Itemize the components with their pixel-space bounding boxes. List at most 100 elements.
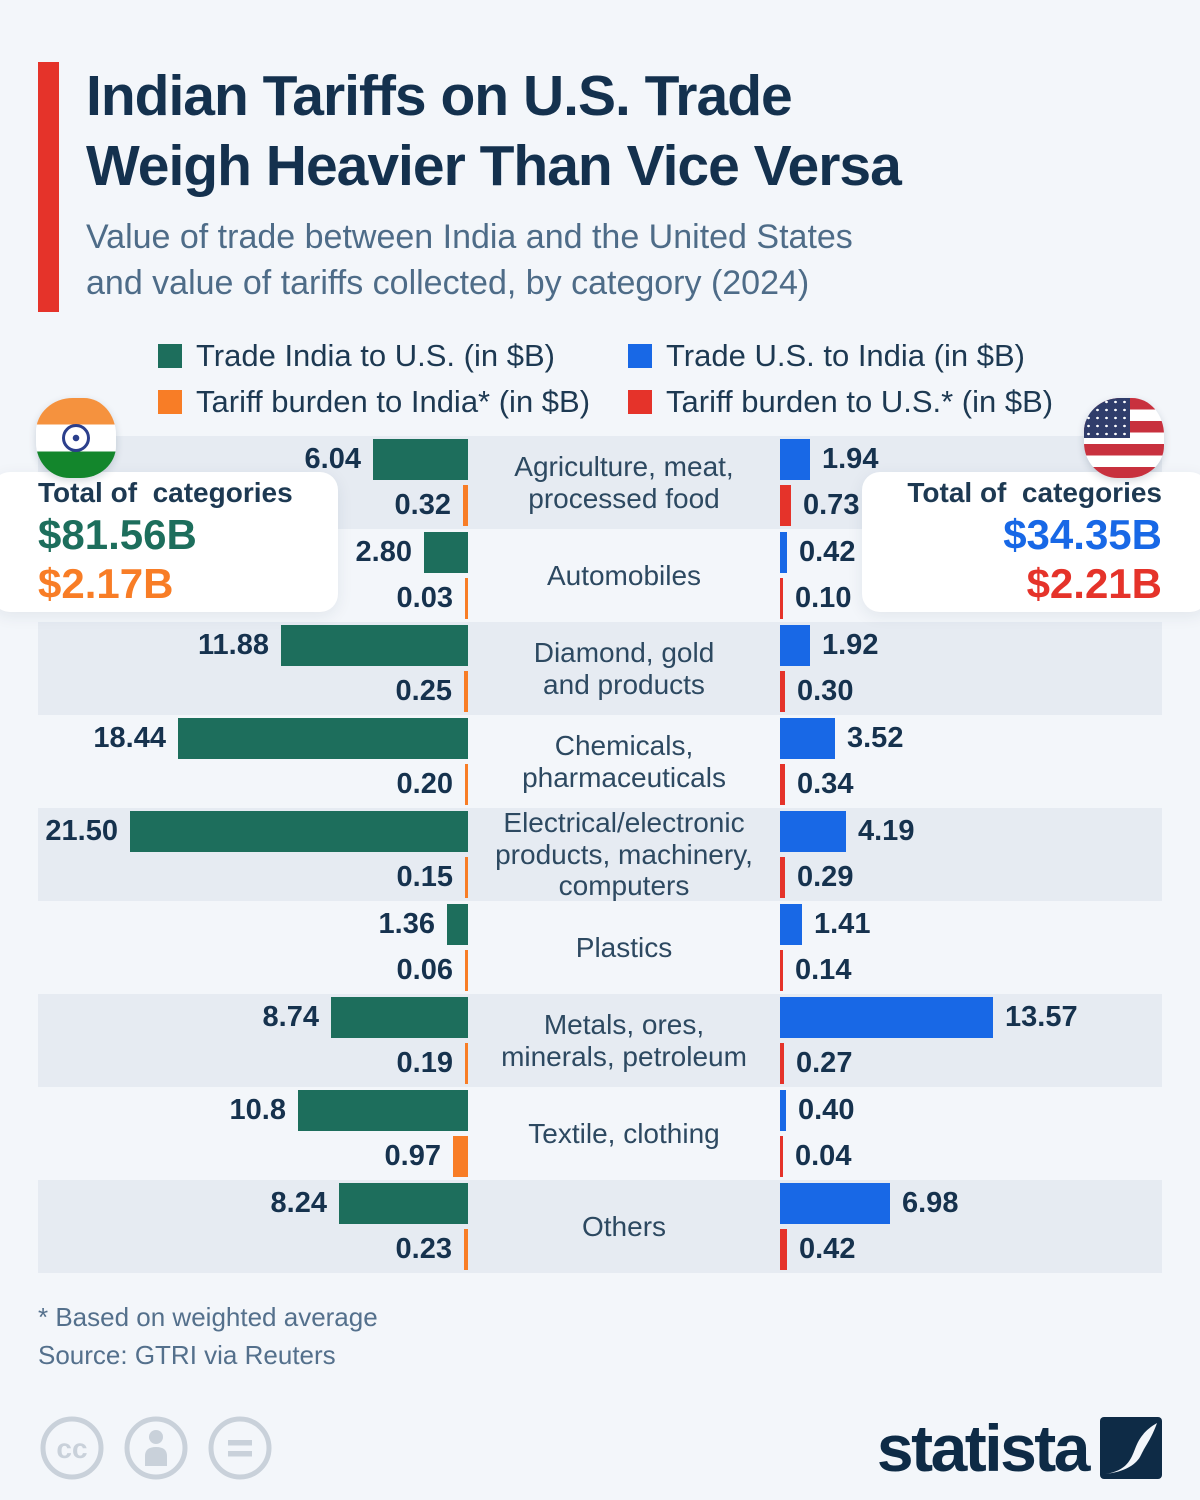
category-label: Diamond, gold and products (533, 637, 715, 700)
right-trade-bar-line: 4.19 (780, 811, 914, 852)
us-to-india-bars: 1.94 0.73 (780, 439, 1162, 526)
left-tariff-value: 0.19 (396, 1047, 453, 1079)
left-tariff-bar-line: 0.20 (397, 764, 468, 805)
legend-label: Trade U.S. to India (in $B) (666, 338, 1025, 373)
category-label: Electrical/electronic products, machiner… (495, 807, 753, 902)
right-tariff-value: 0.73 (803, 489, 860, 521)
cc-attribution-icon[interactable] (122, 1414, 190, 1482)
right-tariff-bar-line: 0.29 (780, 857, 853, 898)
india-trade-total: $81.56B (38, 510, 197, 558)
left-tariff-bar (465, 578, 468, 619)
legend-item-0: Trade India to U.S. (in $B) (158, 338, 628, 374)
page-title: Indian Tariffs on U.S. Trade Weigh Heavi… (86, 62, 902, 201)
right-tariff-value: 0.14 (795, 954, 852, 986)
left-tariff-bar-line: 0.23 (396, 1229, 468, 1270)
legend-item-1: Trade U.S. to India (in $B) (628, 338, 1200, 374)
right-tariff-bar-line: 0.30 (780, 671, 853, 712)
us-to-india-bars: 0.42 0.10 (780, 532, 1162, 619)
left-tariff-bar (465, 1043, 468, 1084)
india-total-label: Total of categories (38, 476, 293, 508)
legend-label: Trade India to U.S. (in $B) (196, 338, 555, 373)
paired-bar-chart: Total of categories $81.56B $2.17B Total… (0, 398, 1200, 1273)
us-total-card: Total of categories $34.35B $2.21B (862, 472, 1200, 612)
cc-license-icon[interactable]: cc (38, 1414, 106, 1482)
us-flag-canton (1084, 398, 1130, 438)
right-tariff-bar (780, 1229, 787, 1270)
right-tariff-bar (780, 671, 785, 712)
right-tariff-value: 0.34 (797, 768, 854, 800)
legend-swatch-icon (158, 344, 182, 368)
left-trade-bar-line: 8.74 (263, 997, 468, 1038)
category-row-4: 21.50 0.15 Electrical/electronic products,… (38, 807, 1162, 902)
us-total-label: Total of categories (907, 476, 1162, 508)
india-tariff-total: $2.17B (38, 559, 174, 607)
us-tariff-total: $2.21B (1026, 559, 1162, 607)
left-trade-value: 8.24 (270, 1187, 327, 1219)
left-tariff-value: 0.15 (396, 861, 453, 893)
right-trade-bar-line: 1.94 (780, 439, 878, 480)
legend-swatch-icon (158, 390, 182, 414)
legend-item-3: Tariff burden to U.S.* (in $B) (628, 384, 1200, 420)
left-tariff-bar (463, 485, 468, 526)
left-tariff-bar (465, 764, 468, 805)
us-flag-icon (1084, 398, 1164, 478)
right-trade-bar (780, 904, 802, 945)
right-trade-bar (780, 625, 810, 666)
left-tariff-bar (453, 1136, 468, 1177)
right-tariff-bar-line: 0.27 (780, 1043, 852, 1084)
right-tariff-bar (780, 950, 783, 991)
right-tariff-bar-line: 0.04 (780, 1136, 851, 1177)
left-trade-bar-line: 8.24 (271, 1183, 468, 1224)
left-tariff-bar (465, 950, 468, 991)
right-trade-bar-line: 1.92 (780, 625, 878, 666)
left-trade-bar (130, 811, 468, 852)
right-trade-bar-line: 3.52 (780, 718, 903, 759)
left-trade-value: 11.88 (198, 629, 269, 661)
us-to-india-bars: 3.52 0.34 (780, 718, 1162, 805)
india-to-us-bars: 8.24 0.23 (38, 1183, 468, 1270)
category-label: Agriculture, meat, processed food (514, 451, 734, 514)
right-tariff-bar (780, 764, 785, 805)
right-tariff-bar-line: 0.73 (780, 485, 859, 526)
left-tariff-value: 0.20 (396, 768, 453, 800)
left-tariff-bar-line: 0.25 (396, 671, 468, 712)
category-row-7: 10.8 0.97 Textile, clothing 0.40 0.04 (38, 1087, 1162, 1180)
footnotes: * Based on weighted average Source: GTRI… (38, 1299, 1162, 1374)
us-to-india-bars: 0.40 0.04 (780, 1090, 1162, 1177)
title-line-1: Indian Tariffs on U.S. Trade (86, 64, 793, 128)
left-tariff-bar (465, 857, 468, 898)
category-row-5: 1.36 0.06 Plastics 1.41 0.14 (38, 901, 1162, 994)
left-trade-bar (331, 997, 468, 1038)
left-trade-value: 1.36 (378, 908, 435, 940)
ashoka-chakra-icon (62, 424, 90, 452)
left-trade-bar (424, 532, 468, 573)
right-trade-bar-line: 0.40 (780, 1090, 854, 1131)
legend-swatch-icon (628, 344, 652, 368)
right-tariff-value: 0.10 (795, 582, 852, 614)
right-tariff-bar (780, 857, 785, 898)
left-tariff-value: 0.23 (395, 1233, 452, 1265)
left-tariff-value: 0.97 (384, 1140, 441, 1172)
category-label: Automobiles (546, 559, 702, 591)
india-to-us-bars: 2.80 0.03 (38, 532, 468, 619)
category-label: Textile, clothing (528, 1117, 720, 1149)
left-trade-bar-line: 21.50 (45, 811, 468, 852)
right-trade-value: 1.92 (822, 629, 879, 661)
right-trade-bar (780, 1183, 890, 1224)
india-to-us-bars: 18.44 0.20 (38, 718, 468, 805)
cc-no-derivatives-icon[interactable] (206, 1414, 274, 1482)
india-to-us-bars: 11.88 0.25 (38, 625, 468, 712)
right-trade-value: 0.42 (799, 536, 856, 568)
title-line-2: Weigh Heavier Than Vice Versa (86, 133, 902, 198)
left-trade-bar (298, 1090, 468, 1131)
right-trade-bar (780, 997, 993, 1038)
source-line: Source: GTRI via Reuters (38, 1339, 336, 1370)
us-to-india-bars: 1.92 0.30 (780, 625, 1162, 712)
left-trade-bar (339, 1183, 468, 1224)
footnote-weighted-average: * Based on weighted average (38, 1302, 378, 1332)
footer: cc statista (38, 1414, 1162, 1482)
statista-logo[interactable]: statista (877, 1415, 1162, 1481)
left-trade-value: 2.80 (355, 536, 412, 568)
left-tariff-bar (464, 1229, 468, 1270)
